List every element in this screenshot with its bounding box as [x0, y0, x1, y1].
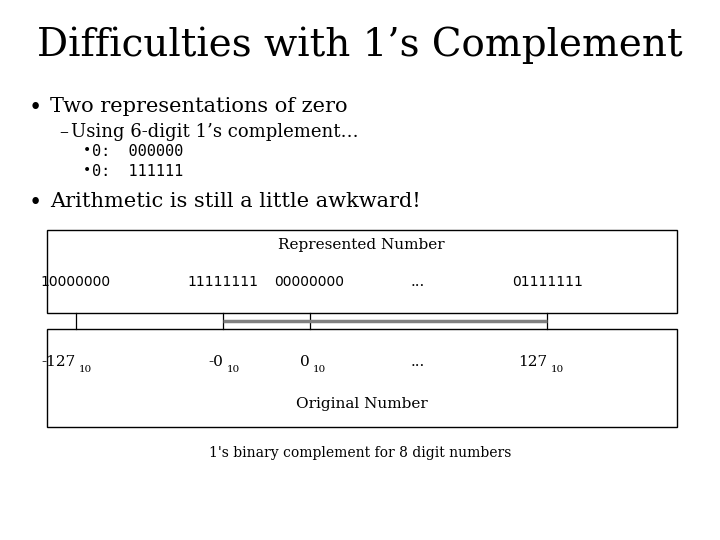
Text: 1's binary complement for 8 digit numbers: 1's binary complement for 8 digit number…	[209, 446, 511, 460]
Text: 0:  111111: 0: 111111	[92, 164, 184, 179]
Text: Arithmetic is still a little awkward!: Arithmetic is still a little awkward!	[50, 192, 421, 211]
Text: Original Number: Original Number	[296, 397, 428, 411]
Text: 10000000: 10000000	[40, 275, 111, 289]
Text: -0: -0	[208, 355, 223, 369]
Text: -127: -127	[41, 355, 76, 369]
Text: •: •	[83, 144, 91, 158]
Text: 10: 10	[551, 366, 564, 374]
Text: 127: 127	[518, 355, 547, 369]
Text: •: •	[83, 164, 91, 178]
Text: 00000000: 00000000	[274, 275, 345, 289]
Text: ...: ...	[410, 355, 425, 369]
Text: 10: 10	[313, 366, 326, 374]
Text: 10: 10	[79, 366, 92, 374]
Text: 01111111: 01111111	[512, 275, 582, 289]
Bar	[47, 230, 677, 313]
Text: Two representations of zero: Two representations of zero	[50, 97, 348, 116]
Text: •: •	[29, 192, 42, 214]
Text: Difficulties with 1’s Complement: Difficulties with 1’s Complement	[37, 27, 683, 64]
Text: 0:  000000: 0: 000000	[92, 144, 184, 159]
Text: –: –	[59, 123, 68, 140]
Text: ...: ...	[410, 275, 425, 289]
Text: Represented Number: Represented Number	[279, 238, 445, 252]
Bar	[47, 329, 677, 427]
Text: Using 6-digit 1’s complement…: Using 6-digit 1’s complement…	[71, 123, 358, 140]
Text: 11111111: 11111111	[188, 275, 258, 289]
Text: 0: 0	[300, 355, 310, 369]
Text: 10: 10	[227, 366, 240, 374]
Text: •: •	[29, 97, 42, 119]
